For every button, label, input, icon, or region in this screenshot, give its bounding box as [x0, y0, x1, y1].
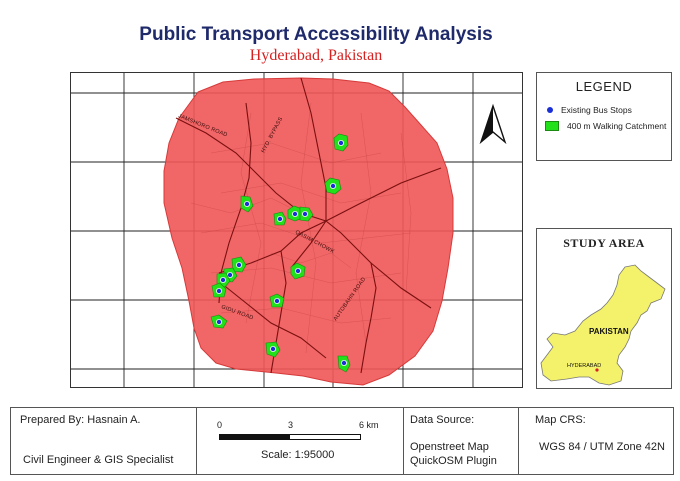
footer-panel: Prepared By: Hasnain A. Civil Engineer &…: [10, 407, 674, 475]
pakistan-map: PAKISTAN HYDERABAD: [540, 264, 666, 386]
scale-tick-3: 3: [288, 420, 294, 430]
bus-stop[interactable]: [240, 195, 254, 213]
bus-stop[interactable]: [210, 314, 228, 329]
crs-label: Map CRS:: [535, 414, 586, 426]
city-label: HYDERABAD: [567, 363, 601, 369]
data-source-label: Data Source:: [410, 414, 475, 426]
legend-label: Existing Bus Stops: [561, 105, 632, 115]
coverage-area: [163, 77, 454, 386]
scale-tick-0: 0: [217, 420, 223, 430]
data-source-quickosm: QuickOSM Plugin: [410, 455, 497, 467]
legend-title: LEGEND: [575, 79, 633, 94]
bus-stop[interactable]: [273, 211, 287, 226]
city-marker-icon: [595, 368, 599, 372]
bus-stop[interactable]: [290, 262, 306, 280]
map-canvas: JAMSHORO ROAD HYD. BYPASS QASIM CHOWK GI…: [71, 73, 522, 387]
bus-stop[interactable]: [211, 282, 227, 298]
catchment-symbol-icon: [545, 121, 559, 131]
legend-item-catchment: 400 m Walking Catchment: [545, 121, 666, 131]
bus-stop[interactable]: [216, 272, 231, 288]
legend-label: 400 m Walking Catchment: [567, 121, 667, 131]
footer-data-source: Data Source: Openstreet Map QuickOSM Plu…: [403, 408, 518, 474]
north-arrow-icon: [479, 103, 507, 145]
country-label: PAKISTAN: [589, 327, 629, 336]
footer-author: Prepared By: Hasnain A. Civil Engineer &…: [11, 408, 196, 474]
scale-tick-6: 6 km: [359, 420, 379, 430]
main-map: JAMSHORO ROAD HYD. BYPASS QASIM CHOWK GI…: [70, 72, 523, 388]
scale-text: Scale: 1:95000: [261, 449, 335, 461]
data-source-osm: Openstreet Map: [410, 441, 489, 453]
bus-stop[interactable]: [337, 355, 351, 373]
bus-stop[interactable]: [333, 133, 349, 152]
scale-bar: [219, 434, 361, 440]
bus-stop[interactable]: [324, 177, 342, 195]
study-area-inset: STUDY AREA PAKISTAN HYDERABAD: [536, 228, 672, 389]
crs-value: WGS 84 / UTM Zone 42N: [539, 441, 665, 453]
bus-stop-symbol-icon: [547, 107, 553, 113]
legend: LEGEND Existing Bus Stops 400 m Walking …: [536, 72, 672, 161]
street-network: [190, 102, 412, 354]
map-title: Public Transport Accessibility Analysis: [139, 24, 493, 45]
bus-stop[interactable]: [299, 206, 314, 222]
author-role: Civil Engineer & GIS Specialist: [23, 454, 174, 466]
bus-stop[interactable]: [287, 205, 303, 222]
bus-stop[interactable]: [265, 341, 281, 358]
bus-stop[interactable]: [231, 256, 247, 273]
footer-crs: Map CRS: WGS 84 / UTM Zone 42N: [518, 408, 675, 474]
legend-item-bus-stops: Existing Bus Stops: [545, 105, 632, 115]
map-subtitle: Hyderabad, Pakistan: [249, 47, 383, 64]
bus-stops-layer: [210, 133, 351, 373]
footer-scale: 0 3 6 km Scale: 1:95000: [196, 408, 403, 474]
bus-stop[interactable]: [269, 293, 285, 308]
study-area-title: STUDY AREA: [563, 236, 645, 250]
pakistan-shape: [540, 264, 666, 386]
prepared-by: Prepared By: Hasnain A.: [20, 414, 141, 426]
